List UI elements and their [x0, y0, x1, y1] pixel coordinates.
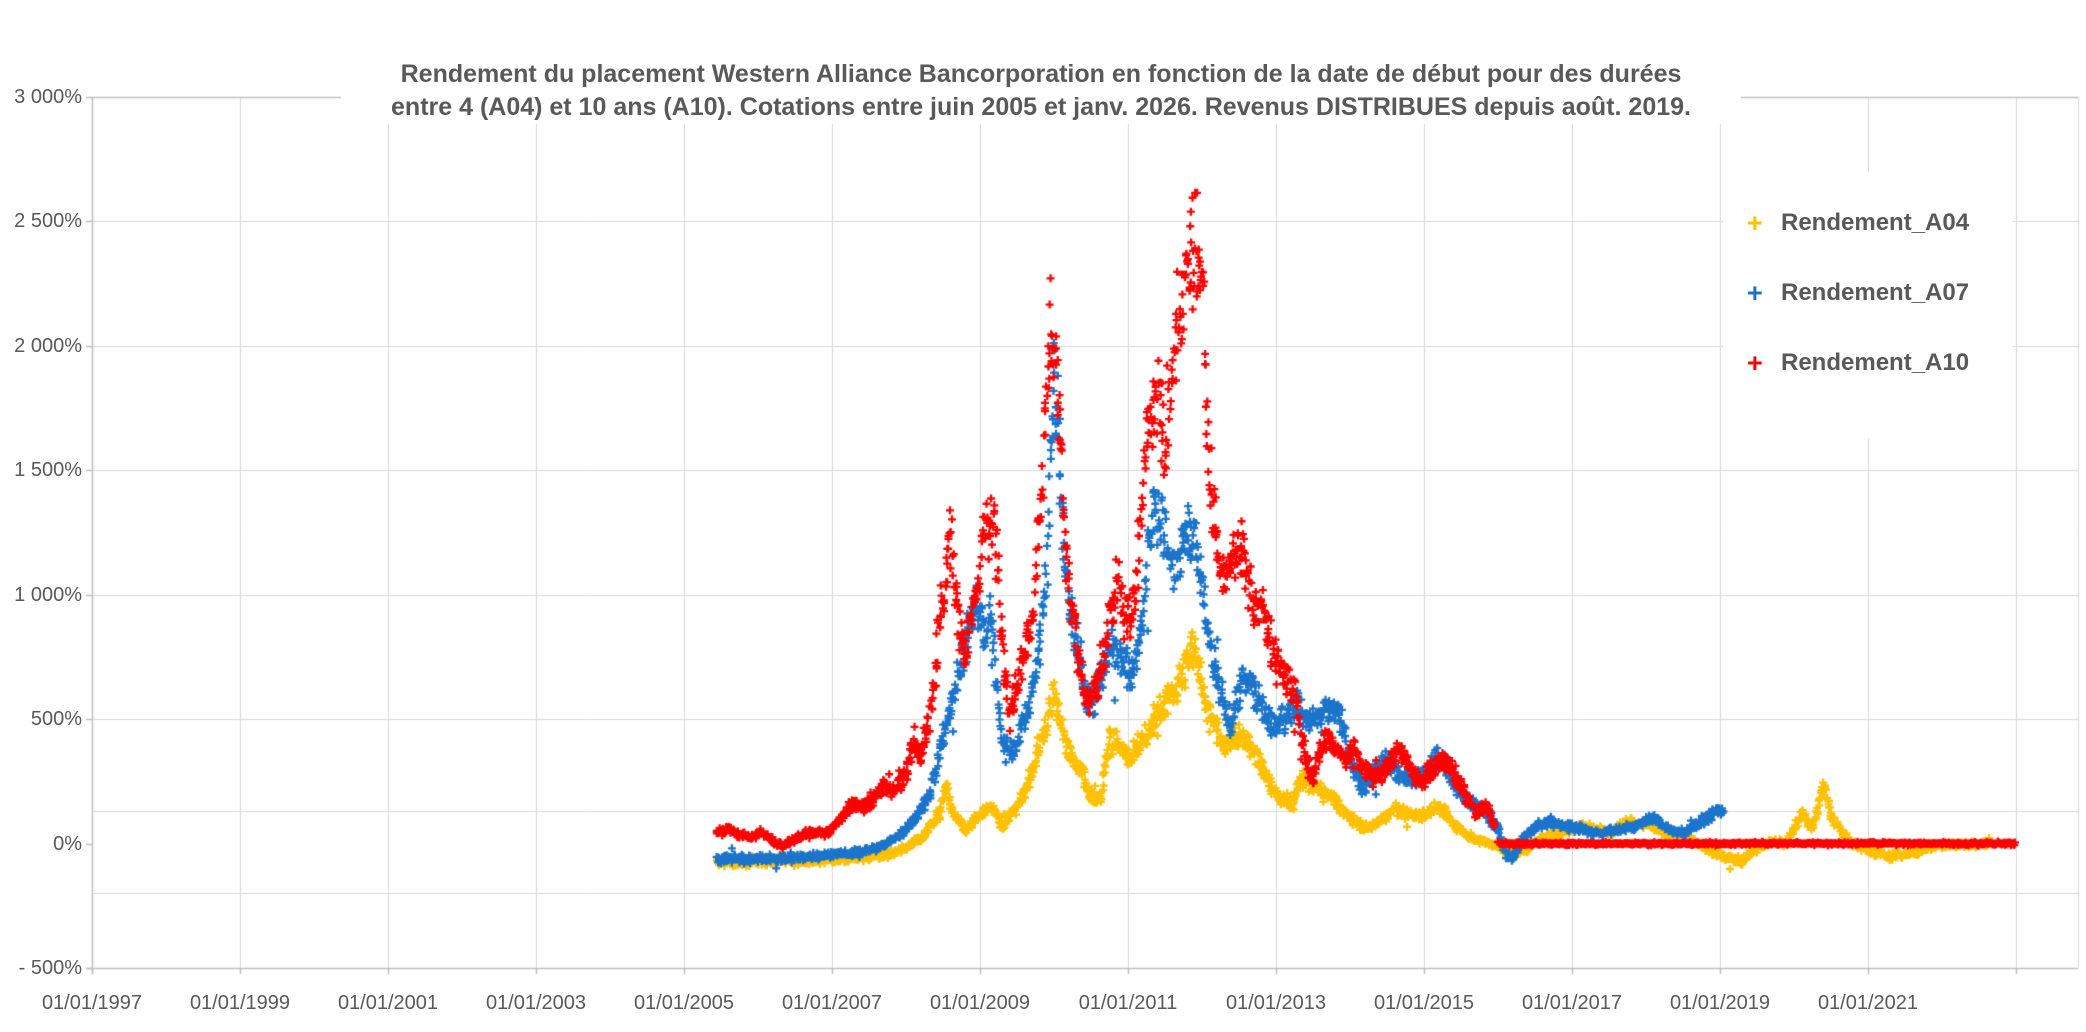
x-axis-label: 01/01/2005 [633, 992, 735, 1014]
chart-title: Rendement du placement Western Alliance … [341, 58, 1741, 124]
legend-item-rendement_a10[interactable]: + Rendement_A10 [1747, 347, 1969, 379]
y-axis-label: 2 000% [14, 334, 82, 357]
plus-marker-icon: + [1747, 348, 1763, 378]
legend-item-label: Rendement_A04 [1781, 209, 1970, 236]
legend-item-rendement_a07[interactable]: + Rendement_A07 [1747, 277, 1969, 309]
legend-item-label: Rendement_A07 [1781, 279, 1970, 306]
x-axis-label: 01/01/1999 [189, 992, 291, 1014]
x-axis-label: 01/01/2001 [337, 992, 439, 1014]
y-axis-label: - 500% [18, 957, 82, 979]
y-axis-label: 3 000% [14, 86, 82, 108]
legend-item-label: Rendement_A10 [1781, 349, 1970, 376]
x-axis-label: 01/01/2017 [1521, 992, 1623, 1014]
x-axis-label: 01/01/2015 [1373, 992, 1475, 1014]
x-axis-label: 01/01/2013 [1225, 992, 1327, 1014]
y-axis-label: 1 000% [14, 583, 82, 606]
y-axis-label: 500% [30, 708, 82, 731]
plus-marker-icon: + [1747, 278, 1763, 308]
chart-title-line2: entre 4 (A04) et 10 ans (A10). Cotations… [391, 93, 1691, 121]
x-axis-label: 01/01/2009 [929, 992, 1031, 1014]
x-axis-label: 01/01/2019 [1669, 992, 1771, 1014]
x-axis-label: 01/01/2007 [781, 992, 883, 1014]
legend: + Rendement_A04 + Rendement_A07 + Rendement_A… [1723, 172, 2012, 438]
x-axis-label: 01/01/2021 [1817, 992, 1919, 1014]
x-axis-label: 01/01/2011 [1078, 992, 1178, 1014]
chart-title-line1: Rendement du placement Western Alliance … [400, 60, 1682, 88]
y-axis-label: 2 500% [14, 210, 82, 233]
y-axis-label: 1 500% [14, 459, 82, 482]
x-axis-label: 01/01/2003 [485, 992, 587, 1014]
x-axis-label: 01/01/1997 [41, 992, 143, 1014]
y-axis-label: 0% [53, 832, 82, 855]
plus-marker-icon: + [1747, 208, 1763, 238]
legend-item-rendement_a04[interactable]: + Rendement_A04 [1747, 207, 1969, 239]
